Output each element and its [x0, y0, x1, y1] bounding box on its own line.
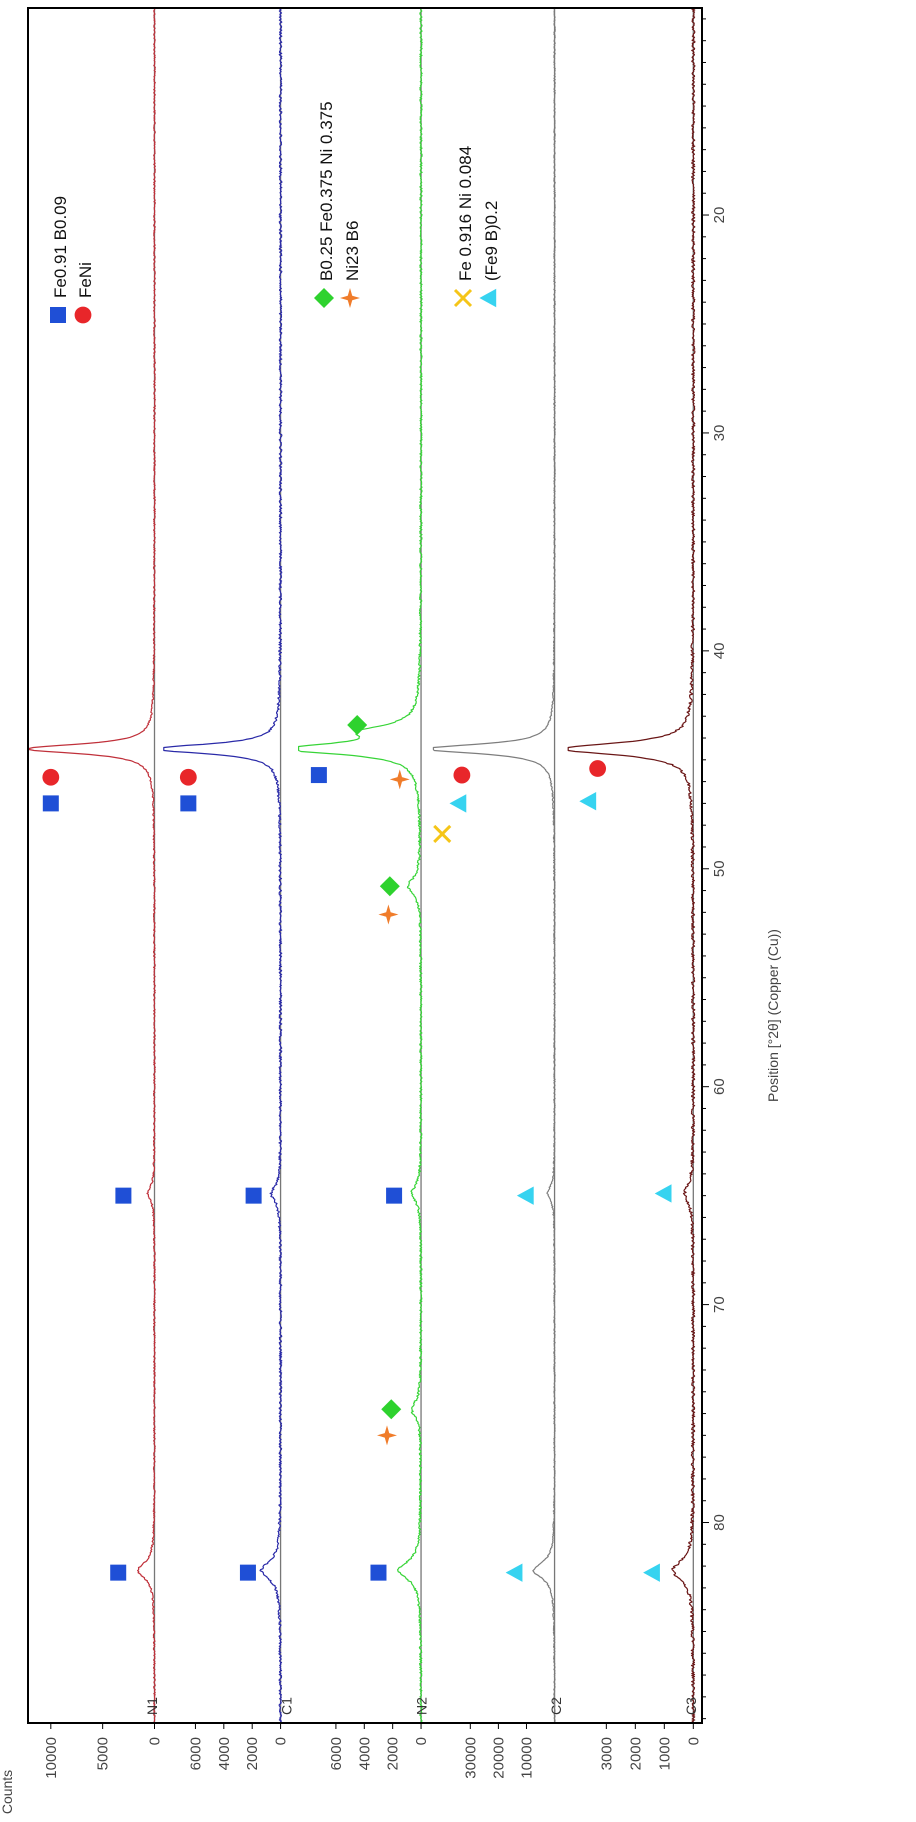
- legend-label: FeNi: [76, 262, 95, 298]
- panel-label-c1: C1: [279, 1697, 295, 1715]
- legend-symbol-star: [340, 288, 360, 308]
- marker-c3-0: [589, 760, 607, 777]
- legend-symbol-diamond: [314, 288, 334, 308]
- y-tick-label-c3: 0: [685, 1737, 702, 1745]
- marker-c3-1: [579, 792, 597, 811]
- legend-2: B0.25 Fe0.375 Ni 0.375 Ni23 B6: [314, 101, 362, 308]
- panel-n1: N1 0 5000 10000: [28, 7, 164, 1779]
- y-tick-label-c2: 30000: [462, 1737, 479, 1779]
- y-tick-label-c3: 1000: [656, 1737, 673, 1770]
- plot-frame: [27, 7, 703, 1724]
- marker-n2-4: [378, 904, 399, 925]
- legend-label: Fe0.91 B0.09: [51, 196, 70, 298]
- legend-symbol-square: [50, 307, 66, 323]
- x-tick-label: 40: [711, 643, 728, 660]
- y-tick-label-n2: 6000: [328, 1737, 345, 1770]
- marker-n2-8: [370, 1564, 387, 1581]
- marker-c2-3: [516, 1186, 534, 1205]
- marker-n1-0: [42, 795, 59, 812]
- legend-label: Fe 0.916 Ni 0.084: [456, 146, 475, 281]
- panel-label-c2: C2: [548, 1697, 564, 1715]
- y-tick-label-n2: 4000: [356, 1737, 373, 1770]
- marker-c2-1: [449, 794, 467, 813]
- marker-n2-6: [381, 1399, 402, 1420]
- marker-n2-1: [347, 714, 368, 735]
- marker-c1-2: [245, 1187, 262, 1204]
- panel-c3: C3 0 1000 2000 3000: [567, 7, 702, 1770]
- legend-label: (Fe9 B)0.2: [482, 201, 501, 281]
- y-tick-label-c2: 10000: [518, 1737, 535, 1779]
- marker-n2-7: [376, 1425, 397, 1446]
- marker-n1-1: [42, 768, 60, 786]
- legend-symbol-circle: [74, 306, 92, 324]
- x-tick-label: 30: [711, 425, 728, 442]
- marker-c1-3: [239, 1564, 256, 1581]
- trace-c1: [163, 7, 283, 1724]
- y-tick-label-c2: 20000: [490, 1737, 507, 1779]
- panel-n2: N2 0 2000 4000 6000: [298, 8, 430, 1770]
- panel-c2: C2 10000 20000 30000: [432, 7, 564, 1779]
- trace-n2: [298, 8, 423, 1724]
- legend-symbol-cross: [453, 288, 473, 308]
- x-tick-label: 70: [711, 1296, 728, 1313]
- panel-label-c3: C3: [683, 1697, 699, 1715]
- x-tick-label: 80: [711, 1514, 728, 1531]
- marker-c2-4: [505, 1563, 523, 1582]
- marker-c2-0: [453, 766, 471, 784]
- marker-c3-2: [654, 1184, 672, 1203]
- trace-c2: [432, 7, 556, 1724]
- y-tick-label-c1: 2000: [244, 1737, 261, 1770]
- marker-c3-3: [643, 1563, 660, 1582]
- marker-n2-2: [389, 769, 410, 790]
- trace-c3: [567, 7, 696, 1724]
- x-axis-title: Position [°2θ] (Copper (Cu)): [765, 929, 781, 1102]
- y-axis-title: Counts: [0, 1770, 15, 1814]
- x-tick-label: 50: [711, 860, 728, 877]
- legend-1: Fe0.91 B0.09 FeNi: [50, 196, 95, 324]
- y-tick-label-n1: 0: [147, 1737, 164, 1745]
- marker-c1-0: [180, 795, 197, 812]
- y-tick-label-n1: 5000: [95, 1737, 112, 1770]
- legend-symbol-triangle: [479, 288, 497, 308]
- panel-label-n2: N2: [413, 1697, 429, 1715]
- marker-n1-2: [115, 1187, 132, 1204]
- y-tick-label-n1: 10000: [43, 1737, 60, 1779]
- marker-c1-1: [179, 768, 197, 786]
- legend-label: B0.25 Fe0.375 Ni 0.375: [317, 101, 336, 281]
- y-tick-label-c1: 4000: [216, 1737, 233, 1770]
- legend-label: Ni23 B6: [343, 221, 362, 281]
- marker-n2-0: [310, 767, 327, 784]
- y-tick-label-c3: 2000: [627, 1737, 644, 1770]
- y-tick-label-c3: 3000: [598, 1737, 615, 1770]
- marker-n1-3: [110, 1564, 127, 1581]
- legend-3: Fe 0.916 Ni 0.084 (Fe9 B)0.2: [453, 146, 501, 308]
- trace-n1: [28, 7, 156, 1724]
- y-tick-label-n2: 0: [413, 1737, 430, 1745]
- marker-n2-5: [386, 1187, 403, 1204]
- panel-label-n1: N1: [144, 1697, 160, 1715]
- panel-c1: C1 0 2000 4000 6000: [163, 7, 295, 1770]
- y-tick-label-c1: 0: [273, 1737, 290, 1745]
- plot-area: [28, 8, 702, 1723]
- y-tick-label-c1: 6000: [187, 1737, 204, 1770]
- marker-n2-3: [379, 876, 400, 897]
- x-tick-label: 20: [711, 207, 728, 224]
- x-tick-label: 60: [711, 1078, 728, 1095]
- marker-c2-2: [433, 824, 452, 843]
- y-tick-label-n2: 2000: [385, 1737, 402, 1770]
